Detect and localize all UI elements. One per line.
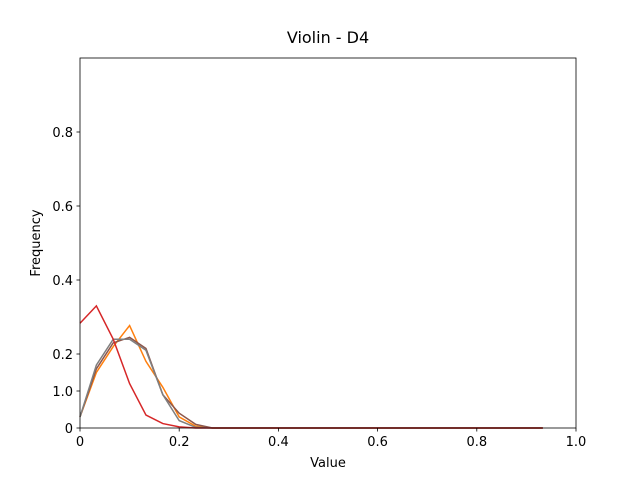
y-tick-label: 0.4 [52,274,73,289]
x-tick-label: 0.4 [268,435,289,450]
series-line [79,324,543,429]
y-axis-label: Frequency [29,209,44,276]
plot-frame [79,57,577,429]
x-axis-label: Value [310,456,346,471]
y-tick-label: 1.0 [52,385,73,400]
series-line [79,338,543,429]
y-tick-label: 0.6 [52,200,73,215]
series-line [79,336,543,429]
y-tick-label: 0 [65,422,73,437]
x-tick-label: 0 [76,435,84,450]
y-tick-label: 0.8 [52,126,73,141]
x-tick-label: 0.6 [367,435,388,450]
x-tick-label: 0.2 [169,435,190,450]
x-tick-label: 1.0 [566,435,587,450]
chart-title: Violin - D4 [287,28,369,47]
x-tick-label: 0.8 [466,435,487,450]
y-tick-label: 0.2 [52,348,73,363]
